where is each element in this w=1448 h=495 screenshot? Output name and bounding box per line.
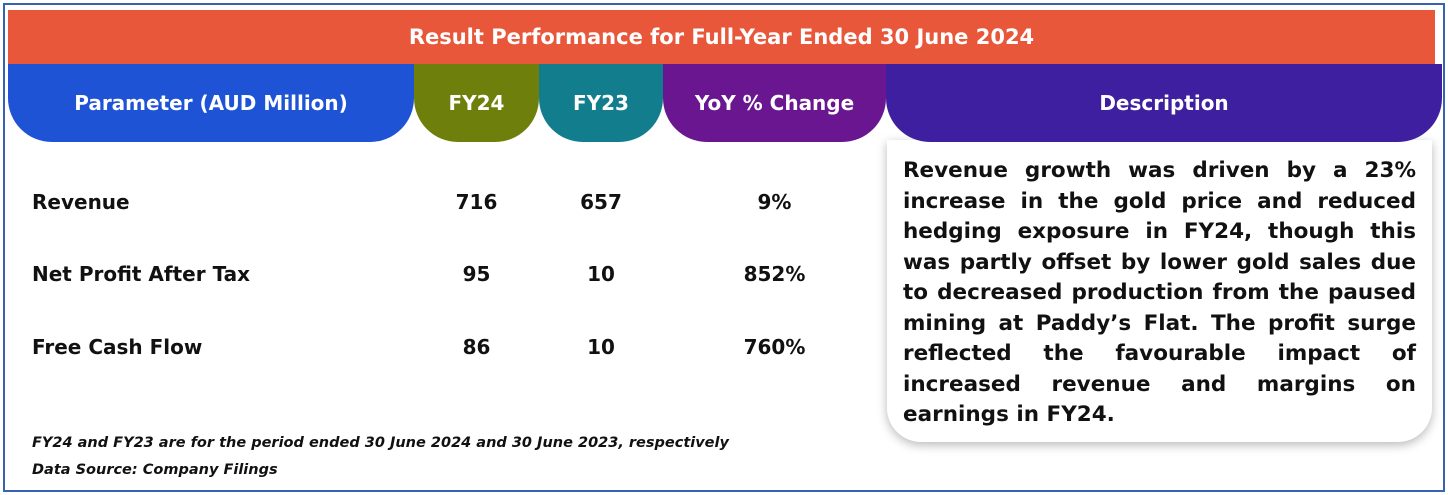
row-fy23-value: 10 <box>587 335 615 359</box>
header-parameter: Parameter (AUD Million) <box>8 64 414 142</box>
row-label: Free Cash Flow <box>32 335 203 359</box>
header-yoy-change: YoY % Change <box>663 64 886 142</box>
description-box: Revenue growth was driven by a 23% incre… <box>887 140 1432 442</box>
period-footnote: FY24 and FY23 are for the period ended 3… <box>32 435 729 451</box>
row-yoy-value: 9% <box>757 190 792 214</box>
row-yoy-value: 760% <box>743 335 806 359</box>
row-fy23-value: 657 <box>580 190 622 214</box>
page-title: Result Performance for Full-Year Ended 3… <box>8 10 1435 64</box>
table-row-net-profit: Net Profit After Tax 95 10 852% <box>0 254 886 294</box>
row-label: Revenue <box>32 190 130 214</box>
row-label: Net Profit After Tax <box>32 262 251 286</box>
description-text: Revenue growth was driven by a 23% incre… <box>903 158 1416 427</box>
data-source-footnote: Data Source: Company Filings <box>32 462 278 478</box>
row-fy24-value: 86 <box>462 335 491 359</box>
table-row-free-cash-flow: Free Cash Flow 86 10 760% <box>0 327 886 367</box>
header-fy23: FY23 <box>539 64 663 142</box>
row-fy24-value: 95 <box>462 262 491 286</box>
row-fy23-value: 10 <box>587 262 615 286</box>
row-fy24-value: 716 <box>455 190 498 214</box>
table-row-revenue: Revenue 716 657 9% <box>0 182 886 222</box>
header-fy24: FY24 <box>414 64 539 142</box>
row-yoy-value: 852% <box>743 262 806 286</box>
header-description: Description <box>886 64 1442 142</box>
